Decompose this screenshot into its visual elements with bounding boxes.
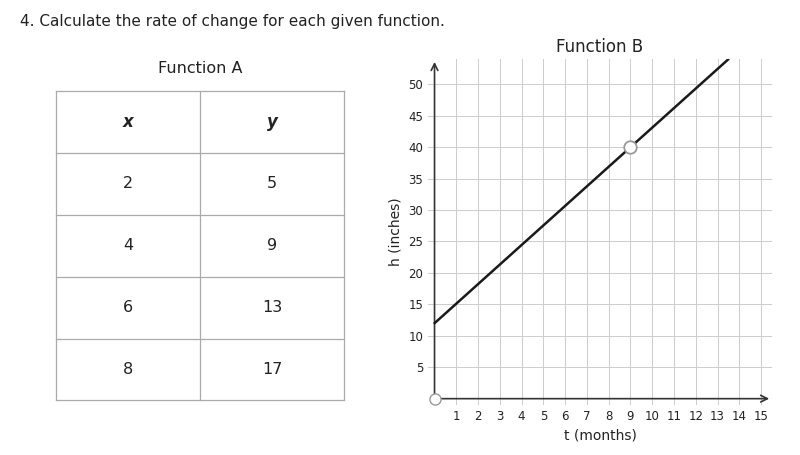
- Text: y: y: [266, 113, 278, 131]
- Text: 2: 2: [123, 177, 133, 191]
- Text: x: x: [122, 113, 134, 131]
- Text: 6: 6: [123, 300, 133, 315]
- Y-axis label: h (inches): h (inches): [389, 198, 402, 266]
- Title: Function B: Function B: [557, 38, 643, 56]
- Text: 8: 8: [123, 362, 133, 377]
- Text: 5: 5: [267, 177, 277, 191]
- Text: 9: 9: [267, 238, 277, 253]
- Text: 13: 13: [262, 300, 282, 315]
- X-axis label: t (months): t (months): [563, 428, 637, 442]
- Text: 17: 17: [262, 362, 282, 377]
- Text: 4. Calculate the rate of change for each given function.: 4. Calculate the rate of change for each…: [20, 14, 445, 29]
- Text: 4: 4: [123, 238, 133, 253]
- Text: Function A: Function A: [158, 61, 242, 76]
